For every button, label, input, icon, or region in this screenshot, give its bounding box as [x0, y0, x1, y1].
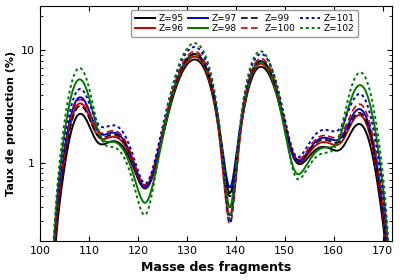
- Z=102: [56, 177, 60, 181]
- Z=95: [315, 147, 320, 150]
- Z=98: [380, 179, 385, 183]
- Z=100: [315, 136, 320, 139]
- Z=97: [380, 201, 385, 205]
- Z=96: [192, 55, 197, 58]
- Z=99: [390, 253, 395, 257]
- Z=101: [192, 45, 197, 49]
- Z=98: [209, 85, 214, 88]
- Z=97: [380, 203, 385, 206]
- Z=100: [200, 56, 205, 59]
- Z=99: [38, 253, 42, 257]
- Z=100: [380, 198, 385, 201]
- Z=100: [390, 253, 395, 257]
- Z=101: [390, 253, 395, 257]
- Z=100: [209, 82, 214, 86]
- Z=96: [38, 253, 42, 257]
- Z=99: [380, 205, 385, 208]
- Z=102: [209, 75, 214, 78]
- Z=97: [200, 58, 205, 61]
- Z=102: [380, 167, 385, 171]
- Z=98: [200, 58, 205, 62]
- Z=101: [200, 51, 205, 55]
- Z=100: [38, 253, 42, 257]
- Z=99: [200, 58, 205, 62]
- Z=100: [380, 197, 385, 200]
- Z=97: [192, 52, 197, 56]
- Line: Z=97: Z=97: [40, 54, 392, 255]
- Z=101: [315, 131, 320, 134]
- Z=95: [380, 216, 385, 219]
- Z=102: [200, 47, 205, 51]
- Z=102: [380, 169, 385, 172]
- Z=99: [56, 209, 60, 212]
- Z=96: [56, 207, 60, 210]
- Y-axis label: Taux de production (%): Taux de production (%): [6, 51, 16, 196]
- Z=95: [38, 253, 42, 257]
- Z=99: [380, 206, 385, 210]
- Line: Z=100: Z=100: [40, 52, 392, 255]
- Z=96: [380, 207, 385, 211]
- Z=101: [56, 193, 60, 197]
- Z=102: [192, 41, 197, 45]
- Z=96: [200, 60, 205, 64]
- Z=95: [390, 253, 395, 257]
- Z=98: [315, 149, 320, 152]
- Z=97: [56, 201, 60, 205]
- Z=102: [38, 253, 42, 257]
- Z=98: [380, 181, 385, 184]
- Z=97: [315, 138, 320, 142]
- Z=102: [315, 154, 320, 157]
- Line: Z=99: Z=99: [40, 54, 392, 255]
- Z=96: [390, 253, 395, 257]
- Z=101: [380, 188, 385, 192]
- Z=101: [380, 187, 385, 190]
- Line: Z=95: Z=95: [40, 59, 392, 255]
- Z=95: [192, 58, 197, 61]
- Z=95: [200, 63, 205, 67]
- Z=99: [209, 85, 214, 88]
- Z=96: [380, 209, 385, 212]
- Line: Z=96: Z=96: [40, 57, 392, 255]
- Z=98: [390, 253, 395, 257]
- Z=96: [209, 87, 214, 90]
- Z=102: [390, 253, 395, 257]
- Z=97: [38, 253, 42, 257]
- Legend: Z=95, Z=96, Z=97, Z=98, Z=99, Z=100, Z=101, Z=102: Z=95, Z=96, Z=97, Z=98, Z=99, Z=100, Z=1…: [131, 10, 358, 37]
- Line: Z=98: Z=98: [40, 54, 392, 255]
- Z=101: [38, 253, 42, 257]
- Z=95: [380, 217, 385, 221]
- Line: Z=102: Z=102: [40, 43, 392, 255]
- Z=95: [56, 216, 60, 220]
- Z=101: [209, 79, 214, 82]
- Z=96: [315, 142, 320, 146]
- X-axis label: Masse des fragments: Masse des fragments: [141, 262, 291, 274]
- Z=99: [192, 52, 197, 56]
- Z=97: [209, 84, 214, 87]
- Z=98: [56, 187, 60, 190]
- Z=97: [390, 253, 395, 257]
- Z=98: [38, 253, 42, 257]
- Z=100: [192, 50, 197, 53]
- Z=95: [209, 89, 214, 93]
- Z=98: [192, 53, 197, 56]
- Z=99: [315, 140, 320, 143]
- Z=100: [56, 203, 60, 206]
- Line: Z=101: Z=101: [40, 47, 392, 255]
